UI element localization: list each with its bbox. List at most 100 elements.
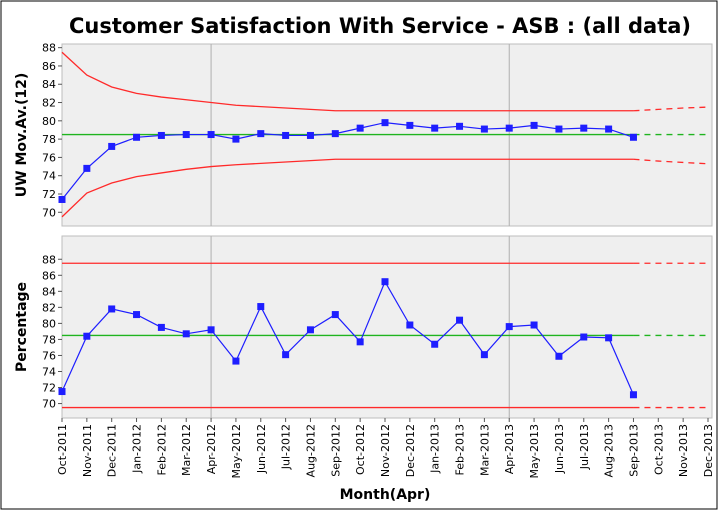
data-point [381, 278, 389, 286]
data-point [530, 121, 538, 129]
data-point [306, 131, 314, 139]
data-point [306, 326, 314, 334]
data-point [257, 303, 265, 311]
data-point [83, 332, 91, 340]
y-tick-label: 86 [42, 269, 56, 282]
data-point [157, 131, 165, 139]
data-point [605, 334, 613, 342]
data-point [331, 130, 339, 138]
data-point [232, 135, 240, 143]
chart-title: Customer Satisfaction With Service - ASB… [69, 14, 691, 38]
data-point [356, 338, 364, 346]
y-tick-label: 72 [42, 382, 56, 395]
x-tick-label: May-2013 [528, 424, 541, 479]
data-line [61, 280, 635, 395]
data-point [629, 133, 637, 141]
data-point [356, 124, 364, 132]
x-tick-label: Jul-2013 [578, 424, 591, 470]
data-point [381, 119, 389, 127]
data-point [431, 124, 439, 132]
data-point [182, 330, 190, 338]
y-tick-label: 84 [42, 285, 56, 298]
data-point [58, 195, 66, 203]
data-point [58, 388, 66, 396]
x-tick-label: Nov-2013 [677, 424, 690, 477]
y-tick-label: 80 [42, 115, 56, 128]
data-point [108, 305, 116, 313]
data-point [331, 311, 339, 319]
x-tick-label: Jan-2012 [131, 424, 144, 474]
y-tick-label: 70 [42, 206, 56, 219]
data-line [61, 122, 634, 200]
data-point [456, 122, 464, 130]
y-tick-label: 78 [42, 333, 56, 346]
x-tick-label: Dec-2013 [702, 424, 715, 477]
data-point [480, 125, 488, 133]
data-point [555, 125, 563, 133]
y-tick-label: 88 [42, 42, 56, 55]
data-point [133, 133, 141, 141]
y-tick-label: 74 [42, 365, 56, 378]
y-tick-label: 82 [42, 301, 56, 314]
data-point [207, 326, 215, 334]
data-point [505, 323, 513, 331]
x-tick-label: Oct-2011 [56, 424, 69, 475]
lower-limit-projection [633, 158, 709, 165]
x-tick-label: Apr-2012 [205, 424, 218, 474]
data-point [108, 142, 116, 150]
data-point [257, 130, 265, 138]
data-point [133, 311, 141, 319]
y-tick-label: 70 [42, 398, 56, 411]
x-tick-label: Nov-2012 [379, 424, 392, 477]
y-tick-label: 86 [42, 60, 56, 73]
data-point [580, 124, 588, 132]
data-point [480, 351, 488, 359]
data-point [182, 131, 190, 139]
x-tick-label: Jun-2012 [255, 424, 268, 474]
y-tick-label: 72 [42, 188, 56, 201]
data-point [282, 351, 290, 359]
x-tick-label: Mar-2013 [478, 424, 491, 476]
data-point [555, 352, 563, 360]
x-tick-label: Feb-2012 [155, 424, 168, 475]
y-tick-label: 74 [42, 170, 56, 183]
x-tick-label: Jan-2013 [429, 424, 442, 474]
x-axis-label: Month(Apr) [340, 487, 431, 503]
data-point [207, 131, 215, 139]
data-point [406, 321, 414, 329]
data-point [629, 391, 637, 399]
y-tick-label: 76 [42, 151, 56, 164]
upper-limit-projection [633, 106, 709, 112]
data-point [406, 121, 414, 129]
plot-area [61, 235, 713, 419]
upper-limit [61, 51, 634, 112]
x-tick-label: Mar-2012 [180, 424, 193, 476]
x-tick-label: Sep-2012 [329, 424, 342, 477]
y-axis-label: Percentage [14, 282, 30, 372]
x-tick-label: Aug-2012 [304, 424, 317, 477]
y-tick-label: 80 [42, 317, 56, 330]
y-axis-label: UW Mov.Av.(12) [14, 73, 30, 197]
data-point [530, 321, 538, 329]
lower-limit [61, 158, 634, 218]
y-tick-label: 78 [42, 133, 56, 146]
data-point [232, 357, 240, 365]
data-point [605, 125, 613, 133]
data-point [580, 333, 588, 341]
data-point [505, 124, 513, 132]
x-tick-label: Nov-2011 [81, 424, 94, 477]
y-tick-label: 76 [42, 349, 56, 362]
x-tick-label: Dec-2012 [404, 424, 417, 477]
x-tick-label: Oct-2013 [652, 424, 665, 475]
y-tick-label: 84 [42, 78, 56, 91]
x-tick-label: Aug-2013 [603, 424, 616, 477]
data-point [282, 131, 290, 139]
x-tick-label: Sep-2013 [627, 424, 640, 477]
y-tick-label: 82 [42, 97, 56, 110]
x-tick-label: Feb-2013 [454, 424, 467, 475]
data-point [431, 340, 439, 348]
x-tick-label: Oct-2012 [354, 424, 367, 475]
x-tick-label: Apr-2013 [503, 424, 516, 474]
data-point [456, 316, 464, 324]
